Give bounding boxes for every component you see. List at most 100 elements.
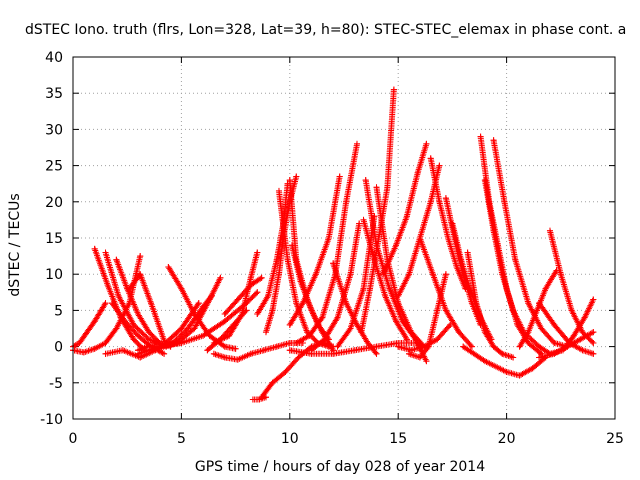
x-tick-label: 10 (281, 431, 299, 447)
series-51 (536, 329, 597, 361)
series-45 (490, 137, 571, 350)
data-point (434, 336, 441, 343)
data-point (423, 358, 430, 365)
y-axis-label: dSTEC / TECUs (7, 193, 23, 296)
series-8 (126, 271, 170, 350)
data-point (221, 311, 228, 318)
y-tick-label: 5 (54, 303, 63, 319)
data-point (119, 347, 126, 354)
data-point (161, 350, 168, 357)
data-point (130, 336, 137, 343)
data-point (525, 339, 532, 346)
data-point (297, 278, 304, 285)
x-tick-label: 5 (177, 431, 186, 447)
data-point (570, 332, 577, 339)
data-point (384, 184, 391, 191)
data-point (529, 365, 536, 372)
data-point (458, 256, 465, 263)
data-point (254, 311, 261, 318)
data-point (113, 256, 120, 263)
data-point (403, 213, 410, 220)
data-point (516, 343, 523, 350)
data-point (249, 396, 256, 403)
x-axis-label: GPS time / hours of day 028 of year 2014 (195, 459, 485, 475)
data-point (477, 133, 484, 140)
series-25 (293, 140, 361, 346)
data-point (275, 187, 282, 194)
data-point (590, 339, 597, 346)
data-point (262, 329, 269, 336)
data-point (364, 339, 371, 346)
data-point (499, 271, 506, 278)
y-tick-label: -5 (49, 376, 63, 392)
data-point (304, 329, 311, 336)
series-34 (380, 140, 430, 278)
data-point (145, 329, 152, 336)
data-point (436, 198, 443, 205)
data-point (275, 271, 282, 278)
data-point (373, 343, 380, 350)
data-point (148, 300, 155, 307)
data-point (178, 325, 185, 332)
data-point (83, 330, 90, 337)
data-point (590, 329, 597, 336)
data-point (481, 177, 488, 184)
data-point (135, 332, 142, 339)
data-point (579, 329, 586, 336)
data-point (91, 245, 98, 252)
data-point (347, 271, 354, 278)
data-point (137, 253, 144, 260)
data-point (156, 343, 163, 350)
chart-title: dSTEC Iono. truth (flrs, Lon=328, Lat=39… (25, 22, 626, 38)
data-point (510, 307, 517, 314)
data-point (293, 339, 300, 346)
y-tick-label: 35 (45, 86, 63, 102)
data-point (325, 235, 332, 241)
data-point (260, 347, 267, 354)
data-point (91, 345, 98, 352)
data-point (360, 285, 367, 292)
data-point (178, 285, 185, 292)
data-point (481, 358, 488, 365)
data-point (102, 339, 109, 346)
x-tick-label: 25 (606, 431, 624, 447)
data-point (416, 354, 423, 361)
series-38 (427, 155, 469, 292)
data-point (200, 332, 207, 339)
data-point (217, 274, 224, 281)
data-point (126, 285, 133, 292)
data-point (306, 332, 313, 339)
data-point (427, 198, 434, 205)
data-point (358, 329, 365, 336)
data-point (269, 307, 276, 314)
data-point (590, 350, 597, 357)
data-point (373, 242, 380, 249)
data-point (334, 343, 341, 350)
data-point (273, 256, 280, 263)
data-point (135, 350, 142, 357)
data-point (247, 274, 254, 281)
data-point (354, 321, 361, 328)
data-point (102, 300, 109, 307)
data-point (455, 329, 462, 336)
data-point (254, 289, 261, 296)
data-point (191, 311, 198, 318)
data-point (525, 300, 532, 307)
data-point (80, 349, 87, 356)
data-point (466, 285, 473, 292)
y-tick-label: 40 (45, 50, 63, 66)
data-point (577, 336, 584, 343)
data-point (221, 354, 228, 361)
data-point (442, 307, 449, 314)
data-point (282, 368, 289, 375)
data-point (551, 339, 558, 346)
data-point (481, 329, 488, 336)
data-point (460, 343, 467, 350)
data-point (288, 242, 295, 249)
data-point (516, 372, 523, 379)
data-point (109, 300, 116, 307)
data-point (434, 307, 441, 314)
data-point (286, 347, 293, 354)
data-point (269, 379, 276, 386)
